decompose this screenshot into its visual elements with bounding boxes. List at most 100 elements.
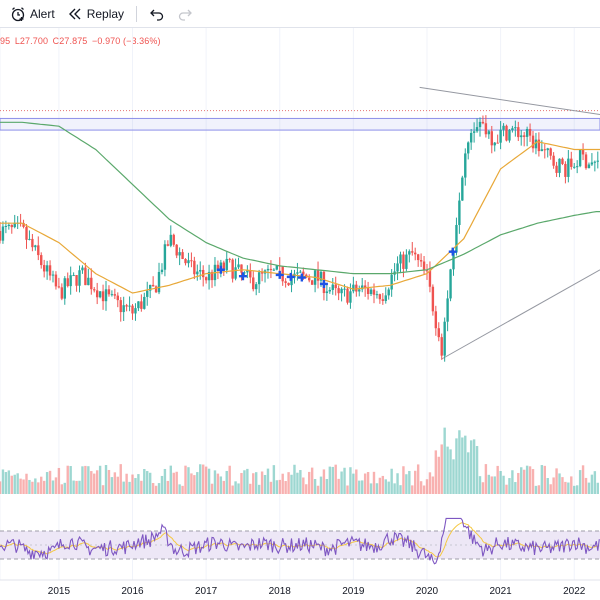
- candle-body: [175, 244, 178, 256]
- candle-body: [190, 260, 193, 262]
- volume-bar: [163, 468, 167, 494]
- candle-body: [269, 268, 273, 270]
- candle-body: [110, 294, 114, 296]
- candle-body: [381, 299, 385, 301]
- candle-body: [481, 121, 485, 124]
- candle-body: [254, 284, 258, 290]
- candle-body: [107, 289, 111, 295]
- volume-bar: [48, 470, 52, 494]
- volume-bar: [266, 468, 270, 494]
- volume-bar: [254, 472, 258, 494]
- candle-body: [511, 128, 514, 131]
- candle-body: [216, 264, 220, 271]
- volume-bar: [555, 468, 558, 494]
- volume-bar: [81, 466, 84, 494]
- volume-bar: [72, 480, 75, 494]
- candle-body: [478, 121, 482, 128]
- volume-bar: [343, 467, 346, 494]
- undo-button[interactable]: [143, 3, 171, 25]
- candle-body: [157, 271, 161, 293]
- volume-bar: [484, 464, 488, 494]
- x-tick-label: 2020: [416, 586, 439, 597]
- redo-button[interactable]: [171, 3, 199, 25]
- volume-bar: [402, 466, 405, 494]
- candle-body: [434, 311, 438, 329]
- volume-bar: [57, 467, 61, 494]
- volume-bar: [116, 476, 119, 494]
- volume-bar: [172, 472, 175, 494]
- candle-body: [225, 258, 228, 271]
- volume-bar: [193, 475, 196, 494]
- volume-bar: [593, 471, 597, 494]
- candle-body: [134, 308, 137, 314]
- candle-body: [0, 230, 2, 241]
- candle-body: [558, 158, 561, 173]
- candle-body: [578, 149, 582, 167]
- candle-body: [113, 294, 117, 296]
- candle-body: [414, 252, 417, 255]
- volume-bar: [328, 466, 332, 494]
- volume-bar: [443, 427, 446, 494]
- candle-body: [375, 294, 379, 296]
- candle-body: [531, 135, 535, 149]
- replay-rewind-icon: [67, 6, 83, 22]
- candle-body: [143, 296, 146, 309]
- candle-body: [549, 148, 552, 156]
- volume-bar: [522, 469, 526, 494]
- volume-bar: [87, 466, 90, 494]
- volume-bar: [66, 465, 69, 494]
- x-tick-label: 2021: [489, 586, 512, 597]
- volume-bar: [60, 484, 64, 494]
- resistance-band: [0, 117, 600, 131]
- volume-bar: [98, 465, 102, 494]
- volume-bar: [160, 475, 164, 494]
- candle-body: [570, 158, 573, 167]
- volume-bar: [187, 467, 190, 494]
- candle-body: [122, 305, 125, 313]
- volume-bar: [37, 482, 40, 494]
- volume-bar: [375, 483, 379, 494]
- volume-bar: [422, 485, 426, 494]
- candle-body: [37, 245, 40, 256]
- candle-body: [45, 265, 49, 272]
- volume-bar: [249, 483, 252, 494]
- volume-bar: [549, 484, 552, 494]
- replay-button[interactable]: Replay: [61, 3, 130, 25]
- candle-body: [63, 278, 66, 299]
- candle-body: [340, 288, 343, 294]
- candle-body: [81, 267, 84, 271]
- candle-body: [234, 267, 237, 279]
- candle-body: [455, 224, 458, 253]
- candle-body: [520, 135, 523, 138]
- candle-body: [428, 270, 432, 287]
- candle-body: [287, 282, 290, 286]
- signal-marker: [216, 265, 225, 274]
- volume-bar: [234, 481, 237, 494]
- volume-bar: [355, 469, 358, 494]
- candle-body: [231, 259, 234, 279]
- candle-body: [458, 200, 461, 225]
- volume-bar: [431, 476, 435, 494]
- signal-marker: [448, 247, 457, 256]
- volume-bar: [475, 446, 479, 494]
- candle-body: [449, 269, 452, 299]
- volume-bar: [340, 471, 343, 494]
- candle-body: [154, 286, 158, 293]
- volume-bar: [517, 472, 520, 494]
- volume-bar: [578, 470, 582, 494]
- volume-bar: [393, 483, 396, 494]
- candle-body: [131, 305, 134, 314]
- candle-body: [331, 284, 334, 290]
- candle-body: [181, 252, 184, 260]
- alert-clock-icon: [10, 6, 26, 22]
- price-chart[interactable]: 2015 2016 2017 2018 2019 2020 2021 2022: [0, 28, 600, 600]
- alert-button[interactable]: Alert: [4, 3, 61, 25]
- candle-body: [257, 272, 261, 285]
- volume-bar: [369, 483, 373, 494]
- volume-bar: [481, 482, 485, 494]
- volume-bar: [275, 480, 279, 494]
- candle-body: [75, 275, 78, 286]
- volume-bar: [467, 452, 470, 494]
- volume-bar: [387, 481, 390, 494]
